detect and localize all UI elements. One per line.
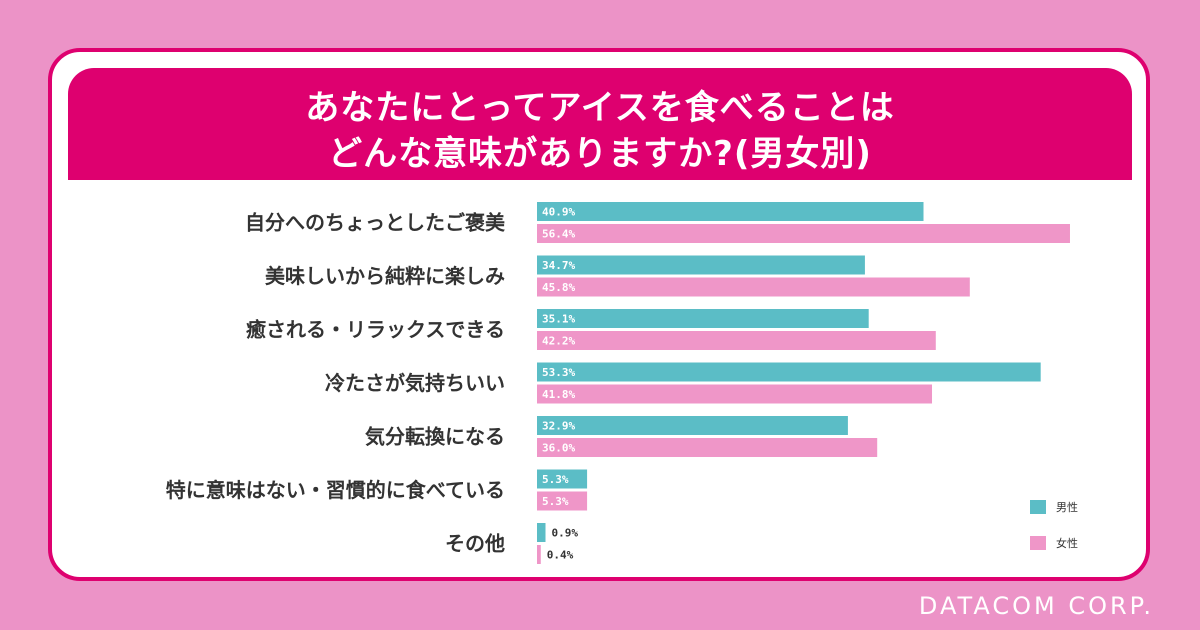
category-label: 自分へのちょっとしたご褒美 <box>245 211 506 235</box>
female-bar <box>537 331 936 350</box>
male-bar <box>537 309 869 328</box>
male-bar <box>537 523 546 542</box>
chart-card: あなたにとってアイスを食べることは どんな意味がありますか?(男女別) <box>48 48 1150 581</box>
data-label: 5.3% <box>542 495 569 508</box>
female-bar <box>537 277 970 297</box>
data-label: 35.1% <box>542 313 575 326</box>
category-label: 冷たさが気持ちいい <box>325 371 505 395</box>
data-label: 53.3% <box>542 366 575 379</box>
title-banner: あなたにとってアイスを食べることは どんな意味がありますか?(男女別) <box>68 68 1132 180</box>
data-label: 32.9% <box>542 420 575 433</box>
category-label: 特に意味はない・習慣的に食べている <box>166 478 505 502</box>
female-bar <box>537 491 588 511</box>
male-bar <box>537 416 848 435</box>
male-bar <box>537 255 865 275</box>
legend-swatch-female <box>1030 536 1046 550</box>
legend-swatch-male <box>1030 500 1046 514</box>
brand-logo-text: DATACOM CORP. <box>918 592 1154 620</box>
female-bar <box>537 384 933 404</box>
data-label: 0.9% <box>552 527 579 540</box>
data-label: 34.7% <box>542 259 575 272</box>
male-bar <box>537 469 588 489</box>
male-bar <box>537 362 1041 382</box>
legend-label-male: 男性 <box>1056 500 1078 514</box>
data-label: 41.8% <box>542 388 575 401</box>
chart-title-line-1: あなたにとってアイスを食べることは <box>305 88 895 128</box>
female-bar <box>537 224 1070 243</box>
data-label: 56.4% <box>542 228 575 241</box>
category-label: 気分転換になる <box>365 425 505 449</box>
category-label: 癒される・リラックスできる <box>246 318 505 342</box>
data-label: 45.8% <box>542 281 575 294</box>
category-label: その他 <box>445 532 505 556</box>
data-label: 36.0% <box>542 442 575 455</box>
male-bar <box>537 202 924 221</box>
data-label: 5.3% <box>542 473 569 486</box>
data-label: 0.4% <box>547 549 574 562</box>
data-label: 40.9% <box>542 206 575 219</box>
female-bar <box>537 545 541 564</box>
chart-title-line-2: どんな意味がありますか?(男女別) <box>328 134 872 174</box>
legend-label-female: 女性 <box>1056 536 1078 550</box>
data-label: 42.2% <box>542 335 575 348</box>
female-bar <box>537 438 878 457</box>
category-label: 美味しいから純粋に楽しみ <box>265 264 505 288</box>
